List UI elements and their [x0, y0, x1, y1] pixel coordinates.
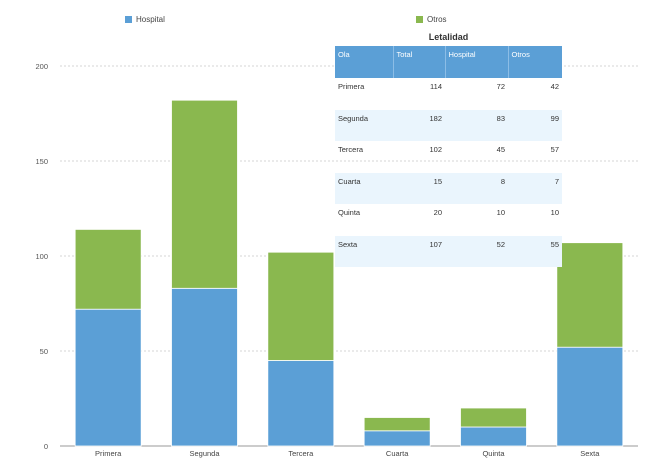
table-row: Quinta 20 10 10	[335, 204, 562, 236]
bar-otros-tercera	[267, 251, 335, 361]
table-grid: Ola Total Hospital Otros Primera 114 72 …	[335, 46, 562, 267]
y-tick-label: 0	[44, 442, 48, 451]
table-cell-hospital: 52	[445, 235, 508, 267]
table-row: Segunda 182 83 99	[335, 109, 562, 141]
table-row: Primera 114 72 42	[335, 78, 562, 110]
legend-item-otros: Otros	[416, 15, 447, 24]
table-cell-ola: Sexta	[335, 235, 393, 267]
table-row: Cuarta 15 8 7	[335, 172, 562, 204]
bar-hospital-cuarta	[363, 430, 431, 447]
table-header-otros: Otros	[508, 46, 562, 78]
table-cell-total: 20	[433, 208, 442, 217]
bar-otros-primera	[74, 228, 142, 310]
table-cell-ola: Cuarta	[335, 172, 393, 204]
table-cell-ola: Quinta	[338, 208, 361, 217]
y-tick-label: 100	[35, 252, 48, 261]
y-tick-label: 50	[40, 347, 48, 356]
legend-swatch-otros	[416, 16, 423, 23]
table-header-total: Total	[393, 46, 446, 78]
letalidad-table: Letalidad Ola Total Hospital Otros Prime…	[335, 30, 562, 267]
x-tick-label: Tercera	[288, 449, 314, 458]
x-tick-label: Quinta	[482, 449, 505, 458]
table-cell-total: 102	[429, 145, 442, 154]
y-tick-label: 200	[35, 62, 48, 71]
table-cell-total: 114	[430, 82, 442, 91]
table-cell-otros: 99	[508, 109, 562, 141]
legend-label-otros: Otros	[427, 15, 447, 24]
bar-otros-sexta	[556, 242, 624, 348]
table-cell-hospital: 8	[445, 172, 508, 204]
bar-hospital-tercera	[267, 360, 335, 447]
bar-hospital-segunda	[171, 287, 238, 447]
x-tick-label: Sexta	[580, 449, 600, 458]
bar-hospital-sexta	[556, 346, 624, 447]
bar-hospital-primera	[74, 308, 142, 447]
x-tick-label: Primera	[95, 449, 122, 458]
legend-item-hospital: Hospital	[125, 15, 165, 24]
table-cell-hospital: 10	[496, 208, 505, 217]
bar-otros-cuarta	[363, 417, 431, 432]
table-cell-ola: Segunda	[335, 109, 393, 141]
x-tick-label: Cuarta	[386, 449, 409, 458]
table-cell-total: 15	[393, 172, 445, 204]
y-tick-label: 150	[35, 157, 48, 166]
table-cell-otros: 7	[508, 172, 562, 204]
x-tick-label: Segunda	[189, 449, 220, 458]
legend-label-hospital: Hospital	[136, 15, 165, 24]
table-row: Tercera 102 45 57	[335, 141, 562, 173]
table-header-row: Ola Total Hospital Otros	[335, 46, 562, 78]
bar-otros-segunda	[171, 99, 238, 289]
table-cell-hospital: 45	[496, 145, 505, 154]
table-cell-otros: 57	[550, 145, 559, 154]
table-cell-otros: 42	[550, 82, 559, 91]
table-cell-otros: 10	[550, 208, 559, 217]
table-header-hospital: Hospital	[445, 46, 509, 78]
table-cell-ola: Primera	[338, 82, 365, 91]
table-cell-ola: Tercera	[338, 145, 364, 154]
table-cell-otros: 55	[508, 235, 562, 267]
legend-swatch-hospital	[125, 16, 132, 23]
table-row: Sexta 107 52 55	[335, 235, 562, 267]
bar-otros-quinta	[460, 407, 527, 428]
bar-hospital-quinta	[460, 426, 527, 447]
table-title: Letalidad	[428, 32, 469, 42]
table-cell-total: 107	[393, 235, 445, 267]
table-cell-hospital: 72	[496, 82, 505, 91]
table-header-ola: Ola	[335, 46, 394, 78]
table-cell-total: 182	[393, 109, 445, 141]
table-cell-hospital: 83	[445, 109, 508, 141]
